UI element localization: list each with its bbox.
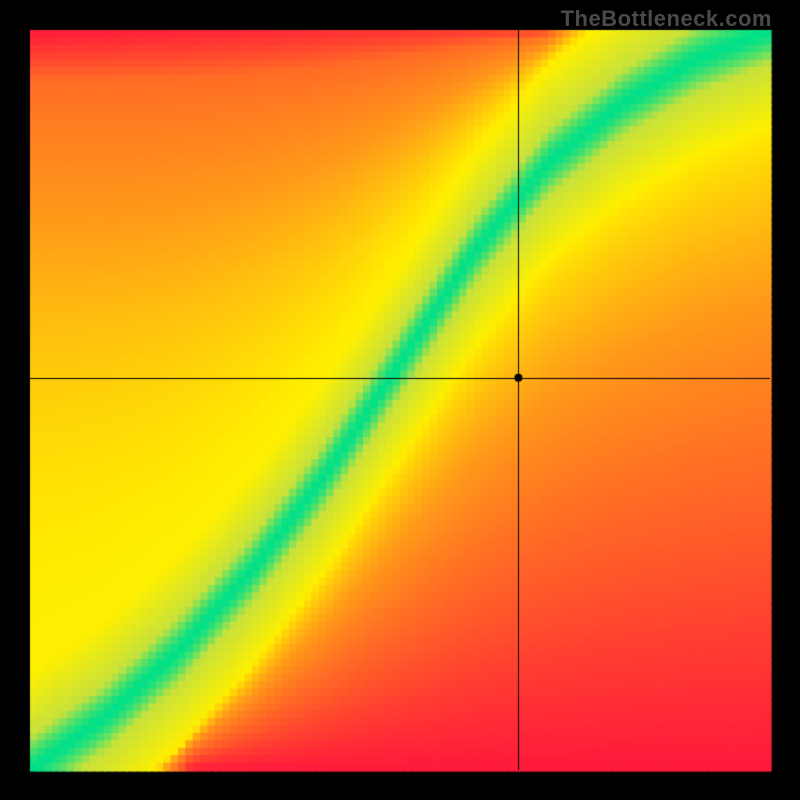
bottleneck-heatmap [0,0,800,800]
watermark-text: TheBottleneck.com [561,6,772,32]
